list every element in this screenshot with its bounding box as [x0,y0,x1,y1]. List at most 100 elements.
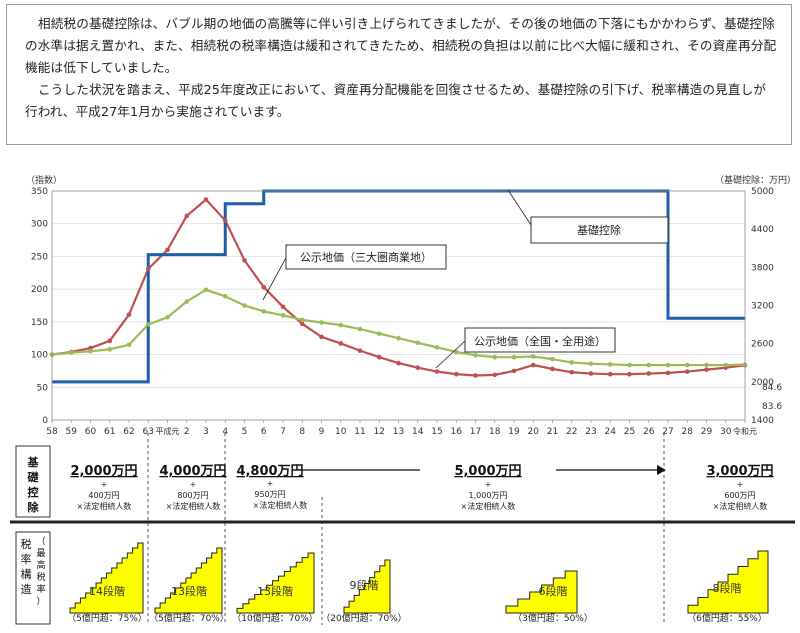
series-1-point-4 [126,342,132,348]
x-tick-36: 令和元 [733,426,757,436]
series-1-point-28 [588,361,594,367]
series-0-point-4 [126,312,132,317]
staircase-2 [154,547,223,614]
x-tick-10: 5 [242,427,248,437]
callout-commercial-label: 公示地価（三大圏商業地） [300,250,432,264]
x-tick-24: 19 [508,427,520,437]
callout-deduction-label: 基礎控除 [577,223,621,237]
x-tick-19: 14 [412,427,424,437]
tax-rate-stairs [69,542,769,614]
deduction-row: 基 礎 控 除 2,000万円 + 400万円 ×法定相続人数 4,000万円 … [15,445,774,518]
rate-label-2-1: 最 [36,548,45,559]
series-0-point-26 [550,366,555,372]
series-0-point-7 [184,213,190,219]
end-label-national: 84.6 [762,383,782,393]
x-tick-7: 2 [184,427,190,437]
stair-rate-6: （6億円超：55%） [687,612,767,624]
staircase-6 [687,550,769,614]
series-0-point-18 [396,360,401,366]
series-0-point-16 [357,348,363,353]
x-tick-9: 4 [222,427,228,437]
series-1-point-16 [357,326,363,332]
staircase-4 [343,559,391,614]
tax-rate-row: 税 率 構 造 （ 最 高 税 率 ） 14段階 （5億円超：75%） 13段階… [15,531,769,625]
series-1-point-3 [107,347,113,352]
series-0-point-23 [492,372,498,378]
stair-rate-2: （5億円超：70%） [149,612,229,624]
stair-rate-5: （3億円超：50%） [513,612,593,624]
rate-label-2-2: 高 [36,559,45,571]
series-0-point-5 [145,266,151,272]
x-tick-16: 11 [354,427,365,437]
left-axis-ticks: 0 50 100 150 200 250 300 350 [31,187,48,426]
series-1-point-10 [242,303,247,308]
rate-label-2-3: 税 [36,571,45,583]
x-tick-13: 8 [299,427,305,437]
series-1-point-1 [68,350,74,355]
end-label-commercial: 83.6 [762,402,782,412]
right-tick-0: 1400 [751,416,774,426]
intro-text-box: 相続税の基礎控除は、バブル期の地価の高騰等に伴い引き上げられてきましたが、その後… [6,4,792,145]
rate-label-2-5: ） [36,596,45,607]
series-1-point-15 [338,322,344,328]
x-tick-22: 17 [470,427,481,437]
series-0-point-12 [280,304,286,310]
stair-rate-1: （5億円超：75%） [67,612,147,624]
period-dividers [147,433,665,625]
left-tick-6: 300 [31,220,48,230]
series-1-point-34 [704,362,709,368]
rate-label-2-4: 率 [36,583,45,595]
left-tick-3: 150 [31,318,48,328]
series-0-point-6 [165,247,170,253]
series-1-point-32 [665,362,671,368]
deduction-plus-2: + [190,480,197,489]
stair-steps-3: 13段階 [257,584,293,598]
series-1-point-5 [145,322,151,327]
left-tick-7: 350 [31,187,48,197]
series-0-point-32 [665,370,671,376]
series-0-point-11 [261,284,267,290]
series-1-point-30 [627,362,632,368]
x-tick-17: 12 [374,427,385,437]
series-0-point-31 [646,371,652,376]
series-1-point-2 [88,349,93,354]
series-1-point-33 [684,362,690,368]
x-tick-35: 30 [720,427,732,437]
deduction-detail-2a: 800万円 [177,491,208,500]
stair-steps-5: 6段階 [539,584,568,598]
deduction-amount-4: 5,000万円 [454,464,521,479]
deduction-detail-3b: ×法定相続人数 [253,500,308,510]
left-tick-0: 0 [42,416,48,426]
series-1-point-20 [434,345,440,350]
rate-label-2-0: （ [36,536,45,547]
deduction-detail-4b: ×法定相続人数 [461,501,516,511]
stair-rate-4: （20億円超：70%） [321,612,406,624]
x-tick-4: 62 [123,427,134,437]
deduction-amount-2: 4,000万円 [159,464,226,479]
series-1-point-29 [607,362,613,367]
stair-steps-4: 9段階 [350,578,379,592]
callout-commercial: 公示地価（三大圏商業地） [262,244,447,301]
series-1-point-6 [165,314,170,320]
deduction-detail-5b: ×法定相続人数 [713,501,768,511]
deduction-plus-1: + [101,480,108,489]
x-tick-1: 59 [66,427,78,437]
series-0-point-10 [242,258,247,263]
right-tick-4: 3800 [751,263,774,273]
deduction-detail-2b: ×法定相続人数 [166,501,221,511]
rate-label-1-1: 率 [21,552,32,566]
series-1-point-18 [396,335,401,341]
right-tick-3: 3200 [751,302,774,312]
deduction-label-3: 控 [28,485,39,499]
x-tick-20: 15 [431,427,442,437]
deduction-plus-5: + [737,480,744,489]
data-points [49,197,748,378]
series-0-point-22 [473,373,478,378]
deduction-amount-3: 4,800万円 [236,464,303,479]
callout-national-label: 公示地価（全国・全用途） [474,334,606,348]
series-0-point-29 [607,371,613,377]
series-0-point-33 [684,369,690,374]
stair-steps-1: 14段階 [89,584,125,598]
deduction-amount-1: 2,000万円 [70,464,137,479]
x-tick-15: 10 [335,427,347,437]
